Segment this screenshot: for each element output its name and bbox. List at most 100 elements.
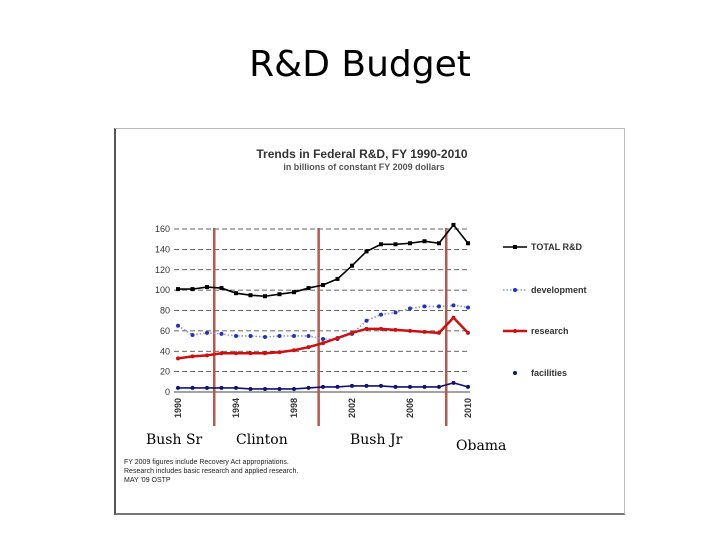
data-point <box>234 385 238 390</box>
data-point <box>190 332 195 337</box>
data-point <box>306 286 311 291</box>
grid-lines <box>174 228 470 393</box>
data-point <box>190 287 195 292</box>
data-point <box>422 329 427 334</box>
legend-label: facilities <box>531 368 567 378</box>
data-point <box>219 385 224 390</box>
x-tick-label: 2010 <box>463 398 473 418</box>
data-point <box>321 384 325 389</box>
era-label-bush-sr: Bush Sr <box>146 432 203 448</box>
data-point <box>451 380 456 385</box>
data-point <box>321 283 325 288</box>
data-point <box>306 333 311 338</box>
data-point <box>219 286 224 291</box>
data-point <box>321 337 325 342</box>
era-label-clinton: Clinton <box>236 432 288 448</box>
legend-marker <box>513 288 517 292</box>
data-point <box>277 333 282 338</box>
data-point <box>379 312 383 317</box>
data-point <box>379 242 383 247</box>
data-point <box>437 384 441 389</box>
data-point <box>176 356 180 361</box>
y-tick-label: 120 <box>155 265 170 275</box>
data-point <box>393 310 398 315</box>
data-point <box>393 242 398 247</box>
data-point <box>306 345 311 350</box>
data-point <box>379 326 383 331</box>
note-line: Research includes basic research and app… <box>124 468 299 475</box>
data-point <box>205 353 209 358</box>
x-tick-label: 1994 <box>231 398 241 418</box>
legend-label: research <box>531 326 569 336</box>
data-point <box>437 304 441 309</box>
data-point <box>393 327 398 332</box>
data-point <box>422 304 427 309</box>
data-point <box>451 303 456 308</box>
data-point <box>292 290 296 295</box>
data-point <box>292 333 296 338</box>
legend-label: TOTAL R&D <box>531 242 582 252</box>
y-tick-label: 80 <box>160 306 170 316</box>
data-point <box>176 323 180 328</box>
data-point <box>234 333 238 338</box>
data-point <box>292 348 296 353</box>
chart-subtitle: in billions of constant FY 2009 dollars <box>283 162 444 172</box>
era-label-obama: Obama <box>456 438 507 454</box>
data-point <box>451 315 456 320</box>
legend-marker <box>513 245 517 249</box>
data-point <box>466 241 470 246</box>
data-point <box>451 222 456 227</box>
data-point <box>234 291 238 296</box>
y-tick-label: 100 <box>155 285 170 295</box>
chart-title: Trends in Federal R&D, FY 1990-2010 <box>256 147 468 161</box>
chart-notes: FY 2009 figures include Recovery Act app… <box>124 458 298 485</box>
data-point <box>190 385 195 390</box>
data-point <box>234 351 238 356</box>
y-tick-label: 0 <box>165 387 170 397</box>
data-point <box>248 333 253 338</box>
y-tick-label: 20 <box>160 367 170 377</box>
data-point <box>335 336 340 341</box>
data-point <box>364 249 369 254</box>
data-point <box>437 330 441 335</box>
data-point <box>408 384 412 389</box>
y-tick-label: 60 <box>160 326 170 336</box>
data-point <box>190 354 195 359</box>
data-point <box>292 386 296 391</box>
legend-marker <box>513 329 517 333</box>
series-lines <box>176 222 470 391</box>
data-point <box>422 239 427 244</box>
data-point <box>248 293 253 298</box>
chart-image-frame <box>114 128 625 515</box>
x-tick-label: 2006 <box>405 398 415 418</box>
note-line: MAY '09 OSTP <box>124 477 171 484</box>
data-point <box>364 318 369 323</box>
x-tick-label: 1998 <box>289 398 299 418</box>
data-point <box>277 386 282 391</box>
data-point <box>219 331 224 336</box>
legend: TOTAL R&D development research facilities <box>503 242 587 378</box>
data-point <box>205 385 209 390</box>
data-point <box>219 351 224 356</box>
data-point <box>466 384 470 389</box>
data-point <box>466 305 470 310</box>
data-point <box>422 384 427 389</box>
data-point <box>263 351 267 356</box>
data-point <box>277 350 282 355</box>
data-point <box>408 306 412 311</box>
data-point <box>364 326 369 331</box>
x-tick-label: 2002 <box>347 398 357 418</box>
y-tick-label: 140 <box>155 244 170 254</box>
x-tick-label: 1990 <box>173 398 183 418</box>
legend-label: development <box>531 285 587 295</box>
data-point <box>277 292 282 297</box>
x-axis-ticks: 1990 1994 1998 2002 2006 2010 <box>173 398 473 418</box>
data-point <box>205 285 209 290</box>
y-axis-ticks: 0 20 40 60 80 100 120 140 160 <box>155 224 170 397</box>
data-point <box>350 263 354 268</box>
data-point <box>176 287 180 292</box>
legend-marker <box>513 371 517 375</box>
slide-title: R&D Budget <box>249 44 471 85</box>
data-point <box>379 383 383 388</box>
